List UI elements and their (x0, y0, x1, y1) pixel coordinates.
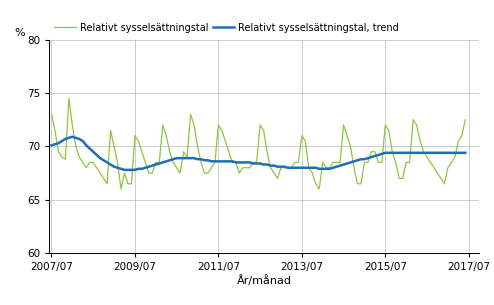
Line: Relativt sysselsättningstal, trend: Relativt sysselsättningstal, trend (51, 137, 465, 170)
Relativt sysselsättningstal (142, 160, 148, 164)
Relativt sysselsättningstal (382, 123, 388, 127)
Relativt sysselsättningstal (340, 123, 346, 127)
Y-axis label: %: % (14, 27, 25, 38)
Relativt sysselsättningstal, trend (69, 135, 75, 138)
Relativt sysselsättningstal, trend (142, 166, 148, 170)
Relativt sysselsättningstal, trend (48, 143, 54, 147)
Relativt sysselsättningstal (455, 139, 461, 143)
Line: Relativt sysselsättningstal: Relativt sysselsättningstal (51, 98, 465, 189)
Legend: Relativt sysselsättningstal, Relativt sysselsättningstal, trend: Relativt sysselsättningstal, Relativt sy… (54, 23, 399, 33)
Relativt sysselsättningstal, trend (340, 163, 346, 167)
Relativt sysselsättningstal, trend (122, 168, 127, 172)
Relativt sysselsättningstal, trend (285, 166, 291, 170)
Relativt sysselsättningstal, trend (167, 158, 173, 162)
Relativt sysselsättningstal (66, 96, 72, 100)
Relativt sysselsättningstal (118, 187, 124, 191)
Relativt sysselsättningstal (48, 113, 54, 116)
Relativt sysselsättningstal (285, 166, 291, 170)
X-axis label: År/månad: År/månad (237, 275, 292, 286)
Relativt sysselsättningstal, trend (382, 151, 388, 155)
Relativt sysselsättningstal, trend (455, 151, 461, 155)
Relativt sysselsättningstal (462, 118, 468, 121)
Relativt sysselsättningstal, trend (462, 151, 468, 155)
Relativt sysselsättningstal (167, 150, 173, 153)
